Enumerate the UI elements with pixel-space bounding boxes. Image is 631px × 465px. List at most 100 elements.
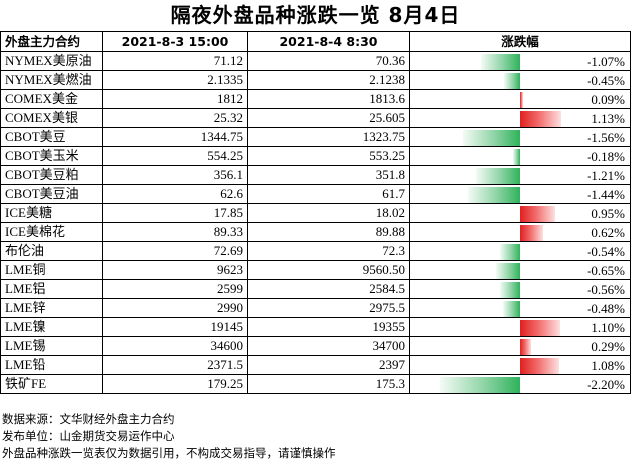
price-curr: 9560.50: [247, 260, 410, 280]
change-cell: -2.20%: [409, 374, 631, 394]
contract-name: CBOT美豆: [0, 127, 103, 147]
price-curr: 70.36: [247, 51, 410, 71]
change-percent: -0.65%: [587, 263, 625, 278]
change-percent: 0.95%: [591, 206, 625, 221]
table-header-row: 外盘主力合约 2021-8-3 15:00 2021-8-4 8:30 涨跌幅: [0, 31, 631, 52]
table-row: LME锡 34600 34700 0.29%: [0, 336, 631, 356]
price-curr: 19355: [247, 317, 410, 337]
header-date-a: 2021-8-3 15:00: [102, 31, 248, 52]
price-curr: 34700: [247, 336, 410, 356]
change-bar-down: [500, 244, 520, 260]
price-prev: 17.85: [102, 203, 248, 223]
footer-source: 数据来源：文华财经外盘主力合约: [2, 412, 175, 426]
change-bar-down: [503, 73, 520, 89]
change-cell: 0.62%: [409, 222, 631, 242]
price-prev: 9623: [102, 260, 248, 280]
change-bar-down: [502, 301, 520, 317]
contract-name: COMEX美金: [0, 89, 103, 109]
price-curr: 25.605: [247, 108, 410, 128]
change-percent: -0.54%: [587, 244, 625, 259]
change-cell: 1.08%: [409, 355, 631, 375]
table-row: CBOT美豆油 62.6 61.7 -1.44%: [0, 184, 631, 204]
change-percent: -0.56%: [587, 282, 625, 297]
contract-name: NYMEX美原油: [0, 51, 103, 71]
contract-name: COMEX美银: [0, 108, 103, 128]
price-curr: 351.8: [247, 165, 410, 185]
contract-name: ICE美糖: [0, 203, 103, 223]
change-bar-down: [481, 54, 520, 70]
price-prev: 2990: [102, 298, 248, 318]
change-percent: 1.08%: [591, 358, 625, 373]
change-percent: -1.07%: [587, 54, 625, 69]
table-row: NYMEX美燃油 2.1335 2.1238 -0.45%: [0, 70, 631, 90]
change-bar-up: [520, 111, 562, 127]
footer-disclaimer: 外盘品种涨跌一览表仅为数据引用，不构成交易指导，请谨慎操作: [2, 446, 336, 460]
price-prev: 62.6: [102, 184, 248, 204]
change-cell: 0.29%: [409, 336, 631, 356]
price-curr: 175.3: [247, 374, 410, 394]
price-curr: 72.3: [247, 241, 410, 261]
contract-name: 铁矿FE: [0, 374, 103, 394]
change-percent: -1.44%: [587, 187, 625, 202]
contract-name: LME铅: [0, 355, 103, 375]
change-percent: -2.20%: [587, 377, 625, 392]
contract-name: CBOT美豆油: [0, 184, 103, 204]
change-bar-down: [476, 168, 520, 184]
change-bar-up: [520, 320, 560, 336]
table-row: LME铜 9623 9560.50 -0.65%: [0, 260, 631, 280]
change-cell: -0.48%: [409, 298, 631, 318]
table-row: LME镍 19145 19355 1.10%: [0, 317, 631, 337]
change-bar-down: [440, 377, 520, 393]
change-cell: -0.18%: [409, 146, 631, 166]
contract-name: LME铝: [0, 279, 103, 299]
price-prev: 89.33: [102, 222, 248, 242]
price-curr: 18.02: [247, 203, 410, 223]
price-prev: 2599: [102, 279, 248, 299]
price-prev: 2.1335: [102, 70, 248, 90]
change-cell: 1.10%: [409, 317, 631, 337]
table-row: CBOT美玉米 554.25 553.25 -0.18%: [0, 146, 631, 166]
change-bar-down: [496, 263, 520, 279]
header-change: 涨跌幅: [409, 31, 631, 52]
price-table: 外盘主力合约 2021-8-3 15:00 2021-8-4 8:30 涨跌幅 …: [0, 31, 631, 394]
table-row: COMEX美金 1812 1813.6 0.09%: [0, 89, 631, 109]
price-curr: 2975.5: [247, 298, 410, 318]
contract-name: 布伦油: [0, 241, 103, 261]
change-cell: -1.44%: [409, 184, 631, 204]
change-percent: -1.21%: [587, 168, 625, 183]
table-row: LME铝 2599 2584.5 -0.56%: [0, 279, 631, 299]
change-percent: -1.56%: [587, 130, 625, 145]
change-bar-up: [520, 92, 524, 108]
change-cell: 1.13%: [409, 108, 631, 128]
table-row: 铁矿FE 179.25 175.3 -2.20%: [0, 374, 631, 394]
price-prev: 34600: [102, 336, 248, 356]
change-bar-down: [463, 130, 520, 146]
table-row: ICE美糖 17.85 18.02 0.95%: [0, 203, 631, 223]
change-percent: -0.18%: [587, 149, 625, 164]
price-curr: 61.7: [247, 184, 410, 204]
contract-name: CBOT美玉米: [0, 146, 103, 166]
header-contract: 外盘主力合约: [0, 31, 103, 52]
price-curr: 1813.6: [247, 89, 410, 109]
price-curr: 2584.5: [247, 279, 410, 299]
change-cell: -0.54%: [409, 241, 631, 261]
change-percent: 1.10%: [591, 320, 625, 335]
header-date-b: 2021-8-4 8:30: [247, 31, 410, 52]
price-curr: 2.1238: [247, 70, 410, 90]
price-prev: 19145: [102, 317, 248, 337]
change-percent: -0.45%: [587, 73, 625, 88]
price-curr: 2397: [247, 355, 410, 375]
price-curr: 553.25: [247, 146, 410, 166]
page-title: 隔夜外盘品种涨跌一览 8月4日: [170, 3, 461, 27]
change-bar-down: [467, 187, 520, 203]
change-percent: 0.29%: [591, 339, 625, 354]
price-curr: 89.88: [247, 222, 410, 242]
table-row: LME铅 2371.5 2397 1.08%: [0, 355, 631, 375]
contract-name: LME锌: [0, 298, 103, 318]
change-cell: 0.09%: [409, 89, 631, 109]
contract-name: LME锡: [0, 336, 103, 356]
contract-name: NYMEX美燃油: [0, 70, 103, 90]
footer-notes: 数据来源：文华财经外盘主力合约 发布单位：山金期货交易运作中心 外盘品种涨跌一览…: [2, 411, 627, 462]
contract-name: ICE美棉花: [0, 222, 103, 242]
